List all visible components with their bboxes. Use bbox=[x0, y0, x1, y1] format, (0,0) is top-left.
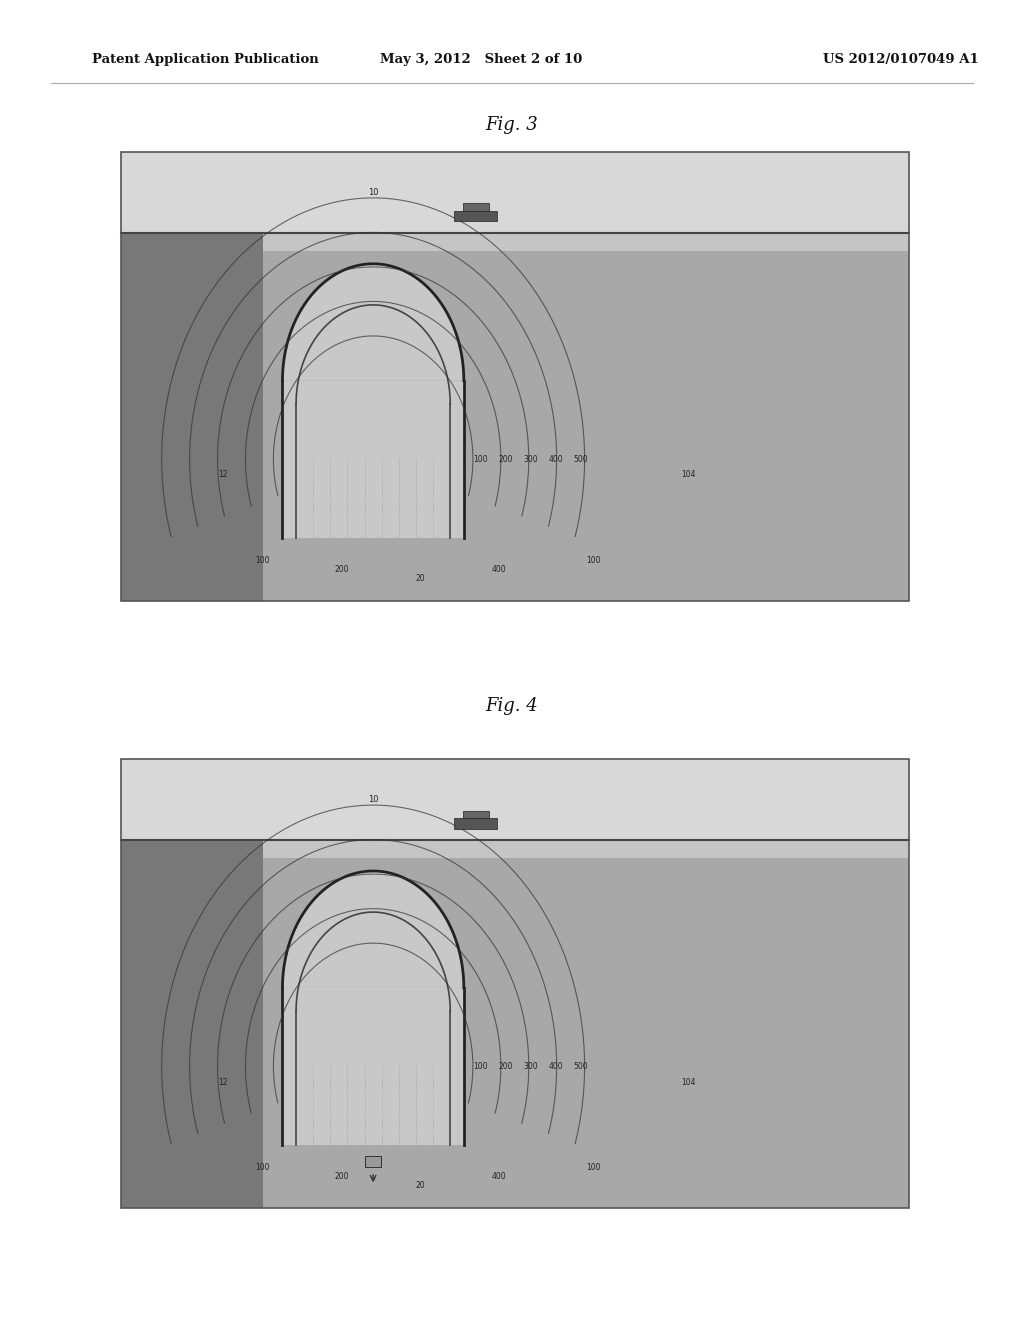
Text: 104: 104 bbox=[681, 470, 695, 479]
Text: 200: 200 bbox=[335, 1172, 349, 1181]
Text: 400: 400 bbox=[549, 454, 563, 463]
Text: 500: 500 bbox=[573, 454, 589, 463]
Text: 104: 104 bbox=[681, 1077, 695, 1086]
Bar bbox=[283, 987, 464, 1144]
Text: 100: 100 bbox=[473, 454, 487, 463]
Bar bbox=[463, 810, 488, 818]
Bar bbox=[463, 203, 488, 211]
Bar bbox=[121, 759, 909, 840]
Bar bbox=[121, 840, 909, 1208]
Text: 100: 100 bbox=[587, 1163, 601, 1172]
Text: 12: 12 bbox=[218, 1077, 228, 1086]
Bar bbox=[454, 211, 498, 222]
Bar bbox=[121, 152, 909, 601]
Text: 20: 20 bbox=[416, 1181, 425, 1189]
Text: 100: 100 bbox=[473, 1061, 487, 1071]
Text: 200: 200 bbox=[335, 565, 349, 574]
Bar bbox=[454, 818, 498, 829]
Text: 300: 300 bbox=[523, 454, 538, 463]
Text: 10: 10 bbox=[368, 187, 379, 197]
Text: 500: 500 bbox=[573, 1061, 589, 1071]
Bar bbox=[121, 152, 909, 232]
Text: Patent Application Publication: Patent Application Publication bbox=[92, 53, 318, 66]
Bar bbox=[121, 840, 263, 1208]
Text: May 3, 2012   Sheet 2 of 10: May 3, 2012 Sheet 2 of 10 bbox=[380, 53, 583, 66]
Text: Fig. 3: Fig. 3 bbox=[485, 116, 539, 135]
Bar bbox=[121, 759, 909, 1208]
Bar bbox=[121, 232, 909, 251]
Text: 100: 100 bbox=[256, 1163, 270, 1172]
Bar bbox=[365, 1156, 381, 1167]
Text: 200: 200 bbox=[499, 1061, 513, 1071]
Text: 10: 10 bbox=[368, 795, 379, 804]
Text: 400: 400 bbox=[492, 1172, 507, 1181]
Bar bbox=[121, 232, 909, 601]
Polygon shape bbox=[283, 871, 464, 987]
Bar bbox=[121, 232, 263, 601]
Text: 400: 400 bbox=[492, 565, 507, 574]
Text: Fig. 4: Fig. 4 bbox=[485, 697, 539, 715]
Text: 300: 300 bbox=[523, 1061, 538, 1071]
Bar bbox=[283, 380, 464, 537]
Text: 12: 12 bbox=[218, 470, 228, 479]
Bar bbox=[121, 840, 909, 858]
Text: 200: 200 bbox=[499, 454, 513, 463]
Text: 20: 20 bbox=[416, 574, 425, 582]
Polygon shape bbox=[283, 264, 464, 380]
Text: 100: 100 bbox=[256, 556, 270, 565]
Text: 100: 100 bbox=[587, 556, 601, 565]
Text: 400: 400 bbox=[549, 1061, 563, 1071]
Text: US 2012/0107049 A1: US 2012/0107049 A1 bbox=[823, 53, 979, 66]
